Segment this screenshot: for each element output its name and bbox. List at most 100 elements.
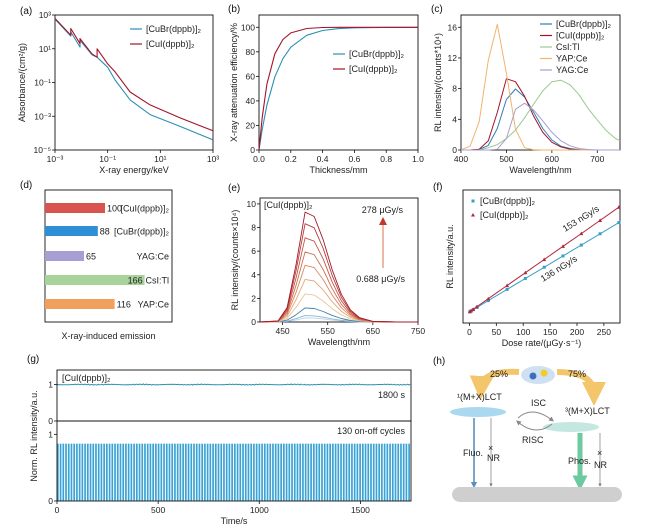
- on-cycle-bar: [361, 443, 364, 501]
- on-cycle-bar: [337, 443, 340, 501]
- on-cycle-bar: [141, 443, 144, 501]
- x-tick-label: 0: [55, 505, 60, 515]
- on-cycle-bar: [106, 443, 108, 501]
- data-point: [617, 221, 621, 225]
- series-line: [259, 223, 418, 323]
- on-cycle-bar: [239, 443, 242, 501]
- on-cycle-bar: [168, 443, 171, 501]
- bar-category-label: [CuBr(dppb)]₂: [114, 227, 170, 237]
- on-cycle-bar: [125, 443, 127, 501]
- y-axis-label: RL intensity/(counts*10⁴): [433, 33, 443, 132]
- y-tick-label: 6: [251, 246, 256, 256]
- y-tick-label: 4: [452, 114, 457, 124]
- on-cycle-bar: [144, 443, 146, 501]
- x-tick-label: 150: [543, 327, 557, 337]
- on-cycle-bar: [236, 443, 239, 501]
- data-point: [505, 283, 510, 288]
- bar: [45, 226, 98, 236]
- on-cycle-bar: [348, 443, 351, 501]
- y-axis-label: RL intensity/a.u.: [445, 224, 455, 288]
- on-cycle-bar: [269, 443, 272, 501]
- y-axis-label: RL intensity/(counts×10⁴): [230, 210, 240, 311]
- y-tick-label: 0: [251, 317, 256, 327]
- y-tick-label: 20: [246, 120, 256, 130]
- data-point: [486, 299, 490, 303]
- on-cycle-bar: [111, 443, 114, 501]
- mechanism-diagram: (h) 25% 75% ¹(M+X)LCT ³(M+X)LCT ISC RISC…: [433, 356, 622, 502]
- bar-value-label: 116: [117, 300, 131, 310]
- bar-value-label: 166: [128, 276, 143, 286]
- on-cycle-bar: [253, 443, 255, 501]
- y-tick-label: 0: [452, 145, 457, 155]
- x-tick-label: 700: [590, 154, 604, 164]
- x-tick-label: 600: [545, 154, 559, 164]
- on-cycle-bar: [157, 443, 160, 501]
- on-cycle-bar: [250, 443, 253, 501]
- x-tick-label: 0.0: [253, 154, 265, 164]
- on-cycle-bar: [225, 443, 228, 501]
- x-tick-label: 100: [516, 327, 530, 337]
- legend-entry: [CuBr(dppb)]₂: [349, 49, 405, 59]
- isc-label: ISC: [531, 398, 547, 408]
- on-cycle-bar: [291, 443, 293, 501]
- x-tick-label: 550: [321, 326, 335, 336]
- on-cycle-bar: [353, 443, 356, 501]
- series-line: [461, 79, 621, 151]
- nr-label-right: NR: [594, 460, 607, 470]
- y-tick-label: 4: [251, 270, 256, 280]
- panel-label: (a): [20, 6, 32, 17]
- on-cycle-bar: [198, 443, 201, 501]
- on-cycle-bar: [261, 443, 263, 501]
- on-cycle-bar: [381, 443, 383, 501]
- y-tick-label: 12: [448, 53, 458, 63]
- on-cycle-bar: [304, 443, 307, 501]
- x-axis-label: X-ray energy/keV: [99, 165, 169, 175]
- x-tick-label: 1000: [250, 505, 269, 515]
- on-cycle-bar: [92, 443, 95, 501]
- on-cycle-bar: [209, 443, 212, 501]
- bar-category-label: CsI:Tl: [146, 276, 170, 286]
- on-cycle-bar: [386, 443, 389, 501]
- data-point: [542, 257, 547, 262]
- data-point: [523, 270, 528, 275]
- data-point: [579, 231, 584, 236]
- on-cycle-bar: [258, 443, 261, 501]
- y-tick-label: 80: [246, 47, 256, 57]
- on-cycle-bar: [321, 443, 323, 501]
- on-cycle-bar: [372, 443, 375, 501]
- x-tick-label: 400: [454, 154, 468, 164]
- on-cycle-bar: [280, 443, 282, 501]
- y-axis-label: Norm. RL intensity/a.u.: [29, 390, 39, 481]
- on-cycle-bar: [89, 443, 92, 501]
- on-cycle-bar: [73, 443, 76, 501]
- y-tick-label: 1: [48, 429, 53, 439]
- on-cycle-bar: [220, 443, 223, 501]
- x-axis-label: Time/s: [221, 516, 248, 526]
- on-cycle-bar: [57, 443, 59, 501]
- singlet-level: [450, 407, 506, 417]
- on-cycle-bar: [190, 443, 193, 501]
- bar-category-label: YAG:Ce: [137, 252, 169, 262]
- plot-frame-e: [259, 197, 419, 323]
- on-cycle-bar: [78, 443, 81, 501]
- annotation-duration: 1800 s: [378, 390, 406, 400]
- on-cycle-bar: [367, 443, 370, 501]
- nr-mark-left: ×: [488, 443, 493, 453]
- on-cycle-bar: [174, 443, 176, 501]
- on-cycle-bar: [204, 443, 206, 501]
- data-point: [542, 265, 546, 269]
- on-cycle-bar: [315, 443, 318, 501]
- plot-frame-b: [258, 14, 419, 151]
- on-cycle-bar: [255, 443, 258, 501]
- x-tick-label: 0.6: [348, 154, 360, 164]
- y-tick-label: 10⁻⁵: [34, 145, 51, 155]
- x-tick-label: 500: [151, 505, 165, 515]
- legend-entry: YAP:Ce: [556, 54, 587, 64]
- on-cycle-bar: [146, 443, 149, 501]
- data-point: [474, 304, 479, 309]
- data-point: [598, 232, 602, 236]
- on-cycle-bar: [394, 443, 397, 501]
- arrow-head-icon: [379, 217, 387, 225]
- on-cycle-bar: [332, 443, 334, 501]
- triplet-state-label: ³(M+X)LCT: [565, 406, 610, 416]
